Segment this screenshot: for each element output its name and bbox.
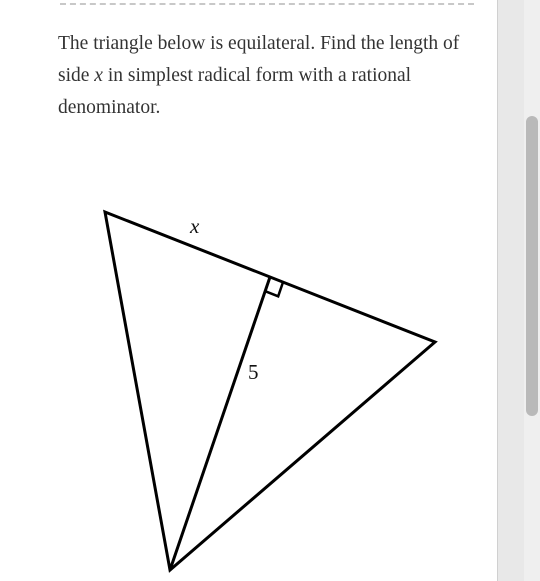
scrollbar-track[interactable] [524,0,540,581]
triangle-outline [105,212,435,570]
altitude-label: 5 [248,360,259,385]
problem-text-part2: in simplest radical form with a rational… [58,65,411,118]
problem-variable: x [94,65,103,86]
triangle-figure: x 5 [70,180,450,575]
problem-statement: The triangle below is equilateral. Find … [58,28,478,124]
triangle-svg [70,180,450,575]
side-label-x: x [190,214,199,239]
section-divider [60,3,474,5]
scrollbar-thumb[interactable] [526,116,538,416]
page-card: The triangle below is equilateral. Find … [0,0,498,581]
